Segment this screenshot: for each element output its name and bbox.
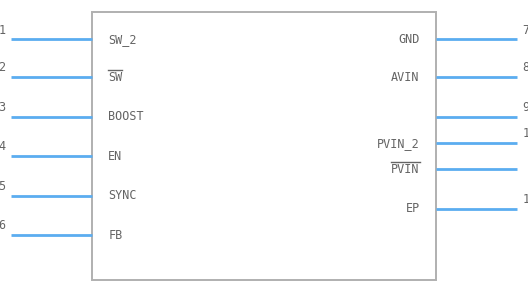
Text: 8: 8 bbox=[523, 61, 528, 74]
Text: PVIN_2: PVIN_2 bbox=[377, 137, 420, 150]
Text: EP: EP bbox=[406, 202, 420, 215]
Bar bbox=[92, 12, 436, 280]
Text: AVIN: AVIN bbox=[391, 71, 420, 84]
Text: 5: 5 bbox=[0, 180, 5, 193]
Text: 10: 10 bbox=[523, 127, 528, 140]
Text: 2: 2 bbox=[0, 61, 5, 74]
Text: 11: 11 bbox=[523, 193, 528, 206]
Text: BOOST: BOOST bbox=[108, 110, 144, 123]
Text: 6: 6 bbox=[0, 219, 5, 232]
Text: SW: SW bbox=[108, 71, 122, 84]
Text: 3: 3 bbox=[0, 101, 5, 114]
Text: FB: FB bbox=[108, 229, 122, 241]
Text: SW_2: SW_2 bbox=[108, 33, 137, 46]
Text: PVIN: PVIN bbox=[391, 163, 420, 176]
Text: 7: 7 bbox=[523, 23, 528, 36]
Text: 1: 1 bbox=[0, 23, 5, 36]
Text: EN: EN bbox=[108, 150, 122, 163]
Text: GND: GND bbox=[399, 33, 420, 46]
Text: 4: 4 bbox=[0, 140, 5, 153]
Text: 9: 9 bbox=[523, 101, 528, 114]
Text: SYNC: SYNC bbox=[108, 189, 137, 202]
